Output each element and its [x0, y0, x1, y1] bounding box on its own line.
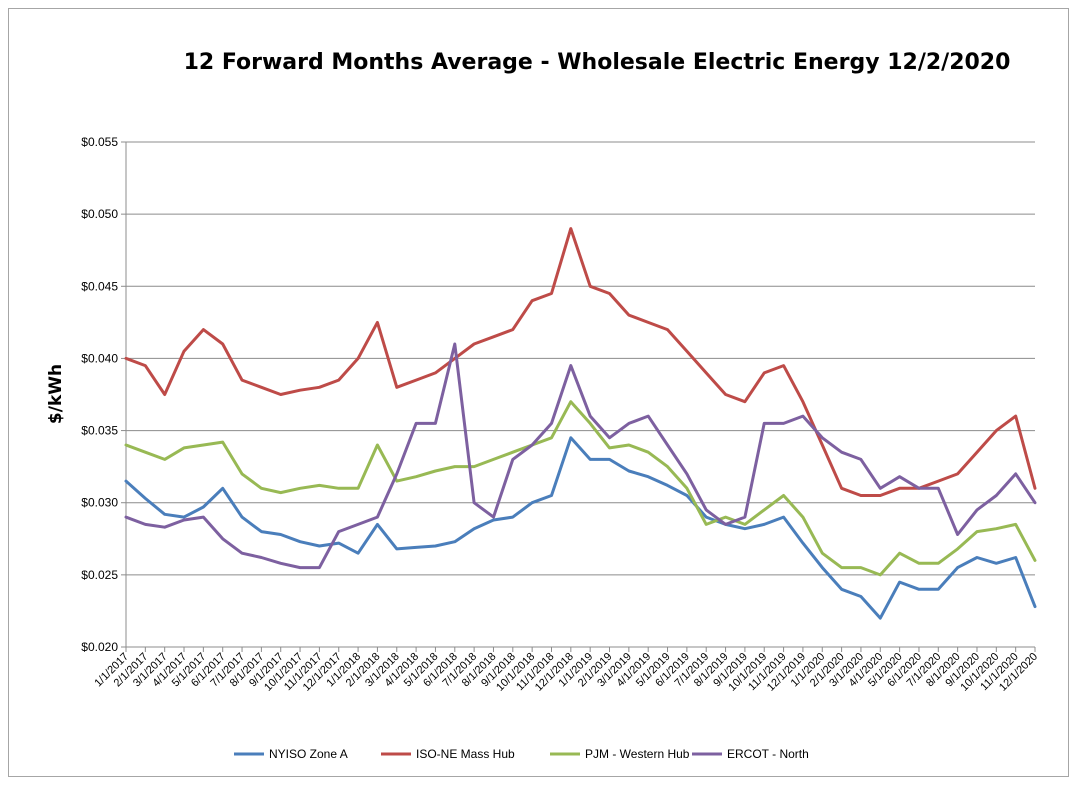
chart-frame: 12 Forward Months Average - Wholesale El…	[8, 8, 1069, 777]
y-tick-label: $0.030	[81, 496, 118, 510]
x-axis-ticks: 1/1/20172/1/20173/1/20174/1/20175/1/2017…	[92, 647, 1040, 694]
chart-title: 12 Forward Months Average - Wholesale El…	[184, 50, 1011, 75]
line-chart: 12 Forward Months Average - Wholesale El…	[46, 50, 1040, 761]
y-tick-label: $0.050	[81, 207, 118, 221]
y-tick-label: $0.040	[81, 351, 118, 365]
series-line-nyiso-zone-a	[124, 436, 1037, 620]
series-line-iso-ne-mass-hub	[124, 227, 1037, 497]
series-line-pjm-western-hub	[124, 400, 1037, 577]
legend: NYISO Zone A ISO-NE Mass Hub PJM - Western…	[234, 747, 809, 761]
gridlines	[125, 141, 1035, 648]
legend-entry-ercot-north: ERCOT - North	[727, 747, 809, 761]
y-tick-label: $0.055	[81, 135, 118, 149]
y-tick-label: $0.035	[81, 424, 118, 438]
y-tick-label: $0.020	[81, 640, 118, 654]
y-axis-label: $/kWh	[46, 364, 66, 424]
y-tick-label: $0.025	[81, 568, 118, 582]
y-tick-label: $0.045	[81, 279, 118, 293]
legend-entry-pjm-western-hub: PJM - Western Hub	[585, 747, 690, 761]
series-lines	[124, 227, 1037, 620]
series-line-ercot-north	[124, 342, 1037, 570]
legend-entry-iso-ne-mass-hub: ISO-NE Mass Hub	[416, 747, 515, 761]
legend-entry-nyiso-zone-a: NYISO Zone A	[269, 747, 348, 761]
y-axis-ticks: $0.020 $0.025 $0.030 $0.035 $0.040 $0.045 $0.0…	[81, 135, 126, 654]
